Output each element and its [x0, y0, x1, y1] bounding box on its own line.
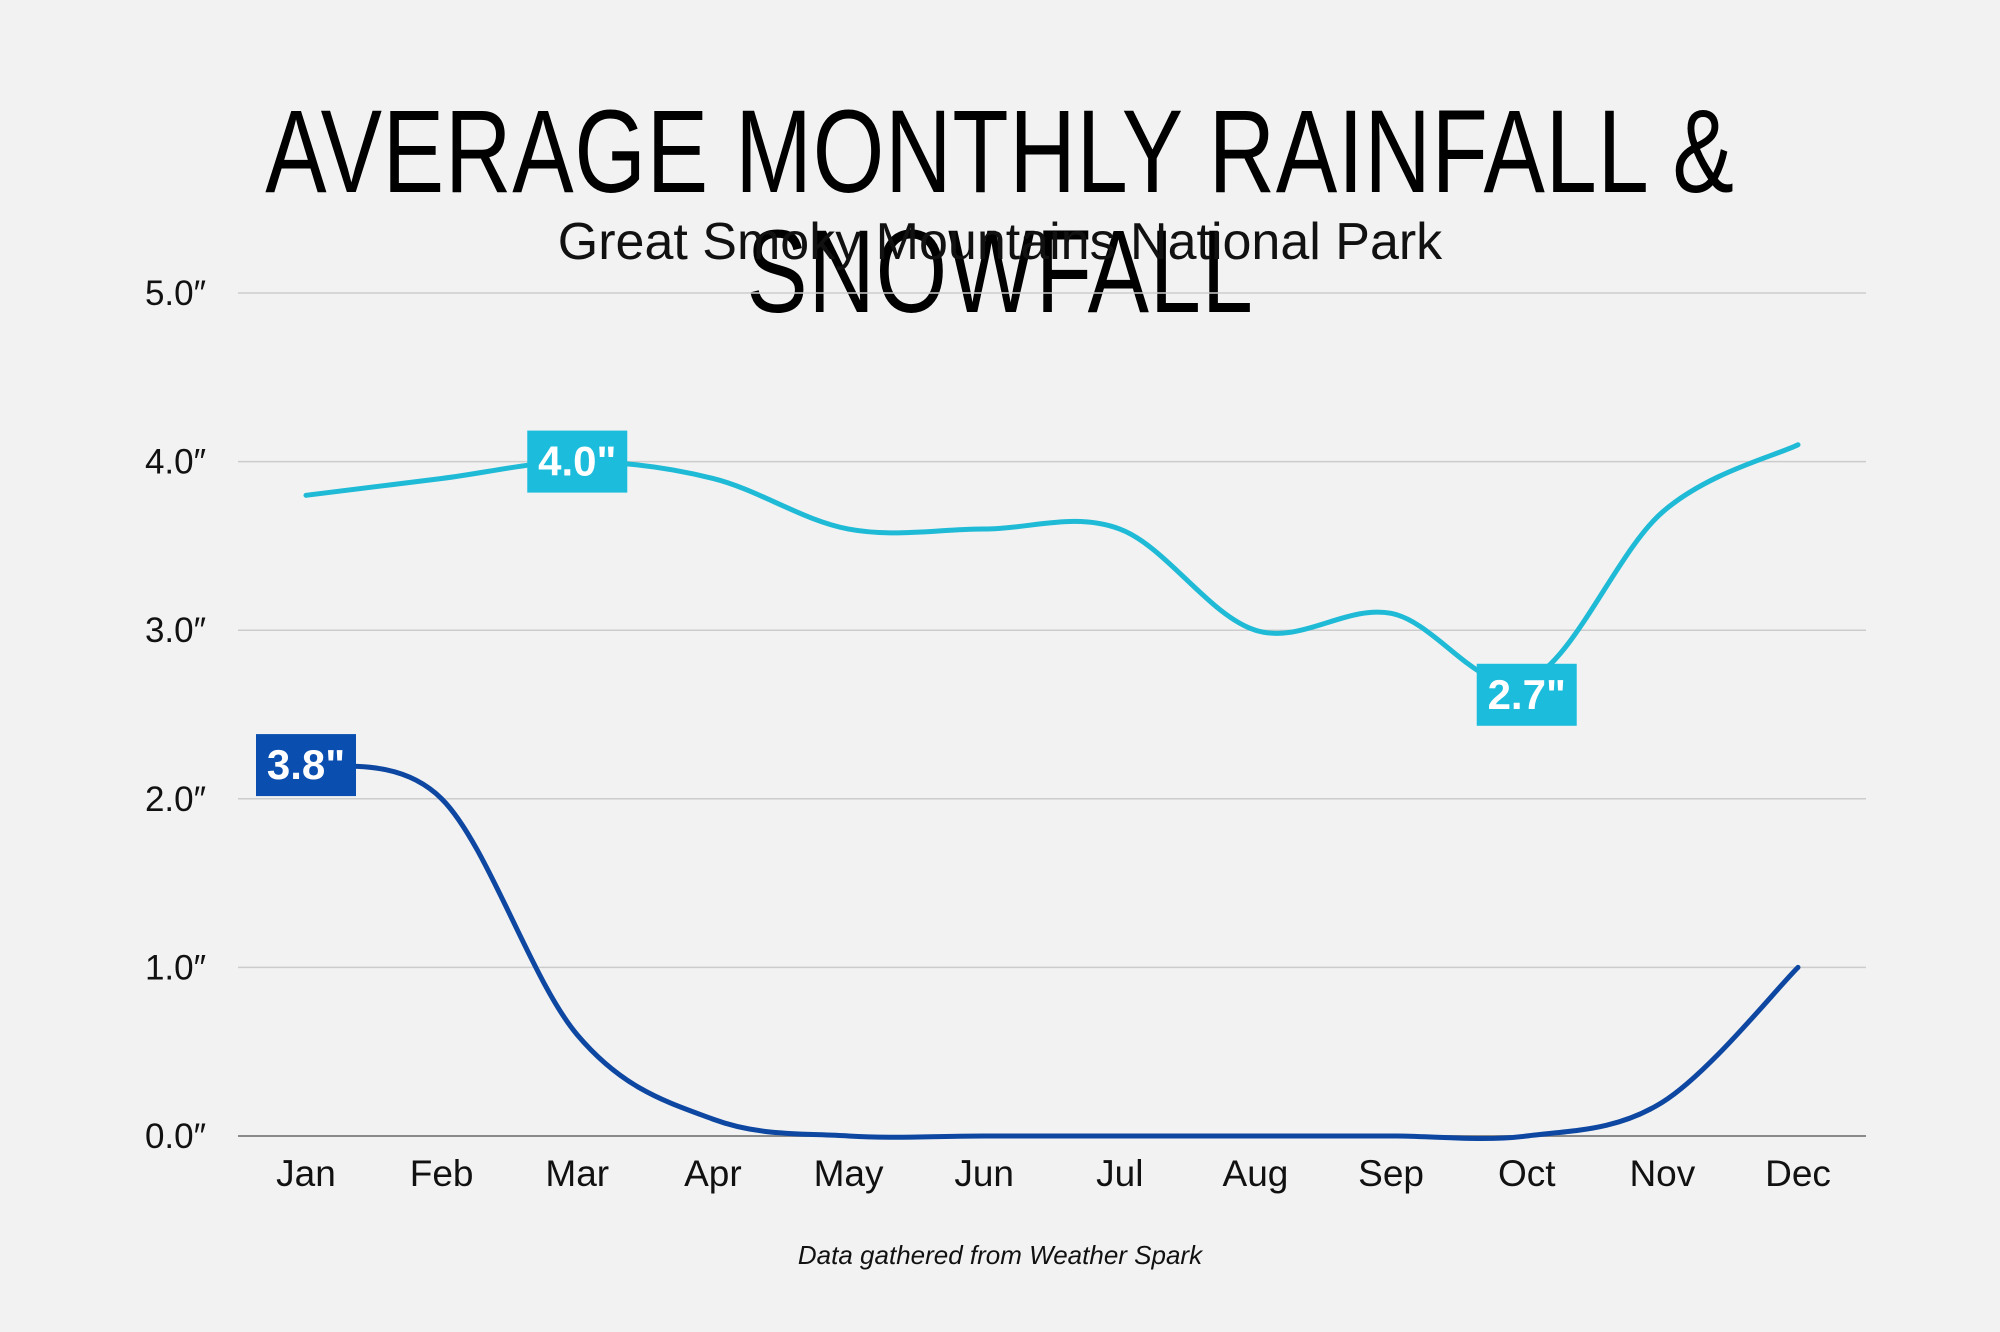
chart-subtitle: Great Smoky Mountains National Park — [557, 213, 1443, 271]
data-label-text: 2.7" — [1488, 671, 1566, 718]
y-tick-label: 5.0″ — [145, 274, 206, 313]
x-tick-label: Jan — [276, 1153, 336, 1194]
data-label: 2.7" — [1476, 663, 1577, 726]
x-tick-label: Feb — [410, 1153, 474, 1194]
x-tick-label: Oct — [1498, 1153, 1556, 1194]
data-label-text: 3.8" — [267, 741, 345, 788]
x-tick-label: Dec — [1765, 1153, 1831, 1194]
source-note: Data gathered from Weather Spark — [797, 1240, 1203, 1270]
y-tick-label: 2.0″ — [145, 780, 206, 819]
y-tick-label: 3.0″ — [145, 611, 206, 650]
chart-title: AVERAGE MONTHLY RAINFALL & SNOWFALL — [265, 86, 1735, 338]
data-label-box — [527, 430, 628, 493]
data-label-box — [256, 734, 356, 797]
data-label-box — [1476, 663, 1577, 726]
y-tick-label: 0.0″ — [145, 1117, 206, 1156]
x-tick-label: Jun — [954, 1153, 1014, 1194]
x-tick-label: May — [814, 1153, 884, 1194]
x-tick-label: Nov — [1629, 1153, 1695, 1194]
data-label: 3.8" — [256, 734, 356, 797]
y-tick-label: 1.0″ — [145, 948, 206, 987]
x-tick-label: Aug — [1223, 1153, 1289, 1194]
x-tick-label: Sep — [1358, 1153, 1424, 1194]
data-label-text: 4.0" — [538, 438, 616, 485]
y-tick-label: 4.0″ — [145, 443, 206, 482]
x-tick-label: Apr — [684, 1153, 742, 1194]
x-tick-label: Jul — [1096, 1153, 1143, 1194]
series-line-snowfall — [303, 762, 1801, 1142]
data-label: 4.0" — [527, 430, 628, 493]
x-tick-label: Mar — [545, 1153, 609, 1194]
